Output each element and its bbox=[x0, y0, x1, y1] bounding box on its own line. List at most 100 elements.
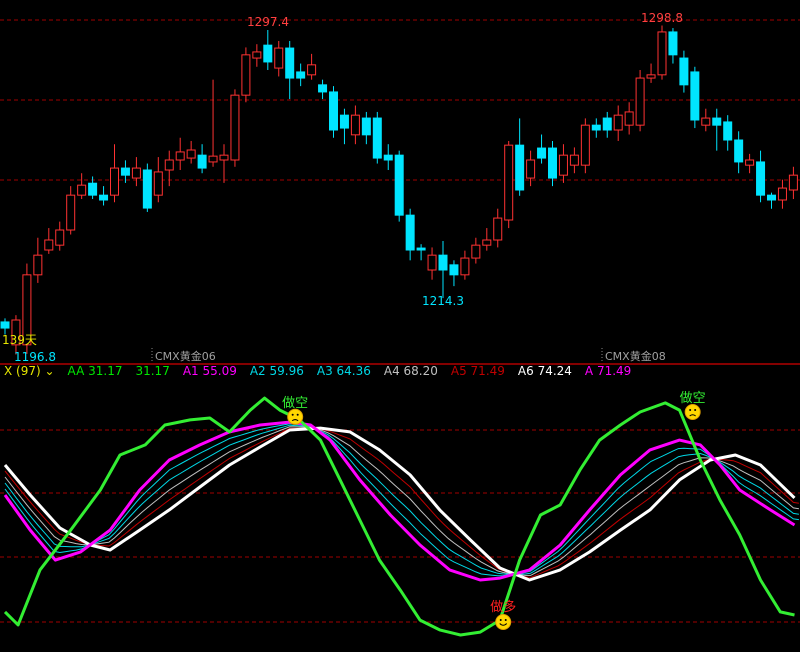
candle bbox=[405, 208, 415, 261]
legend-label: A5 71.49 bbox=[450, 364, 505, 378]
candle bbox=[558, 144, 568, 183]
candle-body bbox=[756, 161, 766, 196]
candle bbox=[44, 228, 54, 254]
candle-body bbox=[405, 214, 415, 251]
candle bbox=[690, 66, 700, 129]
candle-body bbox=[274, 47, 284, 69]
face-eye bbox=[291, 413, 294, 416]
indicator-selector[interactable]: X (97) ⌄ bbox=[4, 364, 55, 380]
candle-body bbox=[142, 169, 152, 209]
candle bbox=[307, 53, 317, 80]
candle bbox=[186, 140, 196, 164]
candle-body bbox=[153, 171, 163, 196]
candle-body bbox=[427, 254, 437, 271]
candle-body bbox=[241, 54, 251, 96]
candle-body bbox=[712, 117, 722, 126]
candle-body bbox=[318, 84, 328, 93]
start-low-label: 1196.8 bbox=[14, 350, 56, 364]
candle bbox=[679, 50, 689, 93]
candle bbox=[427, 247, 437, 280]
candle bbox=[646, 63, 656, 83]
candle bbox=[613, 105, 623, 141]
legend-label: X (97) bbox=[4, 364, 41, 378]
legend-label: A2 59.96 bbox=[249, 364, 304, 378]
candle-body bbox=[0, 321, 10, 329]
days-label: 139天 bbox=[2, 333, 37, 347]
candle bbox=[55, 221, 65, 251]
candle-body bbox=[788, 174, 798, 191]
face-eye bbox=[296, 413, 299, 416]
candle-body bbox=[460, 257, 470, 276]
candle-body bbox=[197, 154, 207, 169]
candle bbox=[745, 153, 755, 174]
candle-body bbox=[339, 114, 349, 129]
face-eye bbox=[504, 619, 507, 621]
candle-body bbox=[591, 124, 601, 131]
candle-body bbox=[208, 155, 218, 163]
candle bbox=[285, 40, 295, 100]
candle bbox=[515, 118, 525, 196]
ma-line-a5 bbox=[4, 427, 799, 579]
candle bbox=[777, 179, 787, 209]
candle-body bbox=[22, 274, 32, 346]
contract-label: CMX黄金08 bbox=[605, 349, 666, 363]
legend-item: A4 68.20 bbox=[384, 364, 438, 380]
candle bbox=[657, 25, 667, 80]
candle bbox=[372, 111, 382, 164]
candle-body bbox=[307, 64, 317, 76]
candle bbox=[274, 40, 284, 77]
high-label-2: 1298.8 bbox=[641, 11, 683, 25]
candle bbox=[723, 115, 733, 151]
signal-label: 做空 bbox=[680, 391, 706, 406]
candle bbox=[361, 111, 371, 145]
candle bbox=[241, 47, 251, 103]
candle-body bbox=[723, 121, 733, 141]
candle bbox=[712, 108, 722, 151]
legend-label: AA 31.17 bbox=[67, 364, 123, 378]
smiley-face-icon bbox=[495, 614, 512, 630]
candle bbox=[635, 70, 645, 132]
candle bbox=[164, 150, 174, 187]
candle-body bbox=[646, 74, 656, 79]
legend-item: A2 59.96 bbox=[250, 364, 304, 380]
candle-body bbox=[285, 47, 295, 79]
candle bbox=[142, 163, 152, 212]
candle bbox=[77, 173, 87, 200]
chevron-down-icon[interactable]: ⌄ bbox=[40, 364, 55, 378]
low-label: 1214.3 bbox=[422, 294, 464, 308]
candle-body bbox=[569, 154, 579, 166]
candle-body bbox=[690, 71, 700, 121]
candle bbox=[591, 118, 601, 138]
candle-body bbox=[679, 57, 689, 86]
candle bbox=[788, 166, 798, 200]
candle-body bbox=[526, 159, 536, 179]
candle-body bbox=[77, 184, 87, 196]
ma-line-a4 bbox=[4, 426, 799, 576]
legend-item: A5 71.49 bbox=[451, 364, 505, 380]
candle-body bbox=[548, 147, 557, 179]
series-line-aa bbox=[3, 396, 795, 637]
candle bbox=[383, 144, 393, 170]
candle bbox=[493, 208, 503, 248]
legend-label: A1 55.09 bbox=[182, 364, 237, 378]
candle bbox=[33, 237, 43, 283]
candle-body bbox=[296, 71, 306, 79]
candle-body bbox=[734, 139, 744, 163]
candle-body bbox=[777, 187, 787, 201]
candle-body bbox=[88, 182, 98, 196]
indicator-legend: X (97) ⌄ AA 31.17 31.17 A1 55.09 A2 59.96 A3 … bbox=[4, 364, 644, 380]
candle bbox=[252, 44, 262, 67]
candle-body bbox=[471, 244, 481, 259]
candle-body bbox=[164, 159, 174, 171]
candle-body bbox=[99, 194, 109, 201]
candle-body bbox=[110, 167, 119, 196]
legend-item: A 71.49 bbox=[585, 364, 631, 380]
candle bbox=[131, 157, 141, 187]
candle bbox=[350, 105, 360, 145]
candle-body bbox=[515, 144, 525, 191]
series-line-a6 bbox=[3, 426, 796, 582]
candle-body bbox=[252, 51, 262, 59]
legend-item: AA 31.17 bbox=[68, 364, 123, 380]
